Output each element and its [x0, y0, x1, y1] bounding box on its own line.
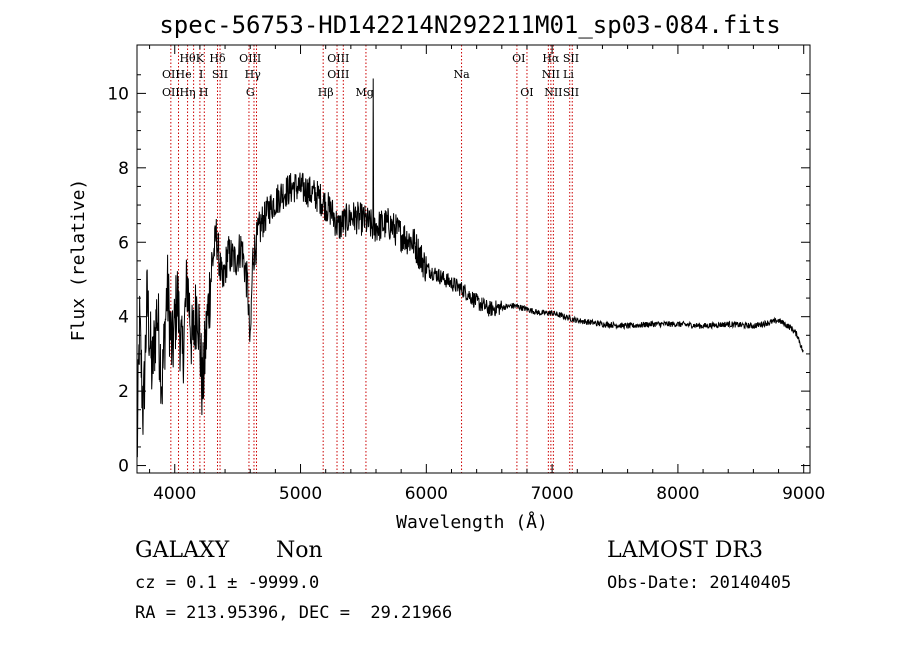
x-axis-label: Wavelength (Å): [396, 511, 548, 533]
line-marker-label: Hθ: [179, 52, 196, 65]
line-marker-label: Na: [453, 68, 470, 81]
line-marker-label: Hα: [542, 52, 560, 65]
x-tick-label: 8000: [656, 484, 699, 504]
line-marker-label: He: [175, 68, 191, 81]
emission-line-markers: OII OII Hθ He Hη KIH Hδ SII OIII Hγ G OIII OIII Hβ Mg N…: [162, 45, 579, 473]
line-marker-label: Hδ: [209, 52, 226, 65]
line-marker-label: Hβ: [318, 86, 334, 99]
plot-frame: [136, 44, 811, 474]
y-tick-label: 6: [118, 233, 129, 253]
survey-name: LAMOST DR3: [607, 538, 763, 563]
spectrum-series: [136, 78, 804, 458]
line-marker-label: OI: [512, 52, 525, 65]
line-marker-label: NII: [544, 86, 562, 99]
coordinates: RA = 213.95396, DEC = 29.21966: [135, 603, 453, 623]
y-axis-label: Flux (relative): [68, 179, 89, 342]
redshift-readout: cz = 0.1 ± -9999.0: [135, 573, 320, 593]
y-tick-label: 4: [118, 308, 129, 328]
y-tick-label: 10: [107, 84, 129, 104]
x-tick-label: 6000: [405, 484, 448, 504]
line-marker-label: OIII: [327, 68, 349, 81]
object-class: GALAXY: [135, 538, 230, 563]
spectrum-line: [136, 78, 804, 458]
line-marker-label: SII: [563, 86, 579, 99]
observation-date: Obs-Date: 20140405: [607, 573, 792, 593]
chart-title: spec-56753-HD142214N292211M01_sp03-084.f…: [159, 11, 780, 39]
line-marker-label: SII: [212, 68, 228, 81]
line-marker-label: NII: [542, 68, 560, 81]
x-tick-label: 5000: [279, 484, 322, 504]
line-marker-label: Hγ: [245, 68, 262, 81]
object-subclass: Non: [276, 538, 323, 563]
line-marker-label: Mg: [356, 86, 374, 99]
line-marker-label: OI: [520, 86, 533, 99]
axes: 4000 5000 6000 7000 8000 9000 0 2 4 6 8 10: [107, 44, 825, 504]
line-marker-label: Hη: [179, 86, 195, 99]
y-tick-label: 0: [118, 457, 129, 477]
line-marker-label: OIII: [239, 52, 261, 65]
line-marker-label: H: [199, 86, 209, 99]
x-tick-label: 7000: [530, 484, 573, 504]
y-tick-label: 8: [118, 159, 129, 179]
line-marker-label: OIII: [327, 52, 349, 65]
line-marker-label: Li: [563, 68, 574, 81]
line-marker-label: OII: [162, 86, 180, 99]
line-marker-label: I: [199, 68, 203, 81]
line-marker-label: SII: [563, 52, 579, 65]
line-marker-label: K: [196, 52, 205, 65]
x-tick-label: 4000: [153, 484, 196, 504]
line-marker-label: G: [246, 86, 255, 99]
line-marker-label: OII: [162, 68, 180, 81]
x-tick-label: 9000: [782, 484, 825, 504]
y-tick-label: 2: [118, 382, 129, 402]
